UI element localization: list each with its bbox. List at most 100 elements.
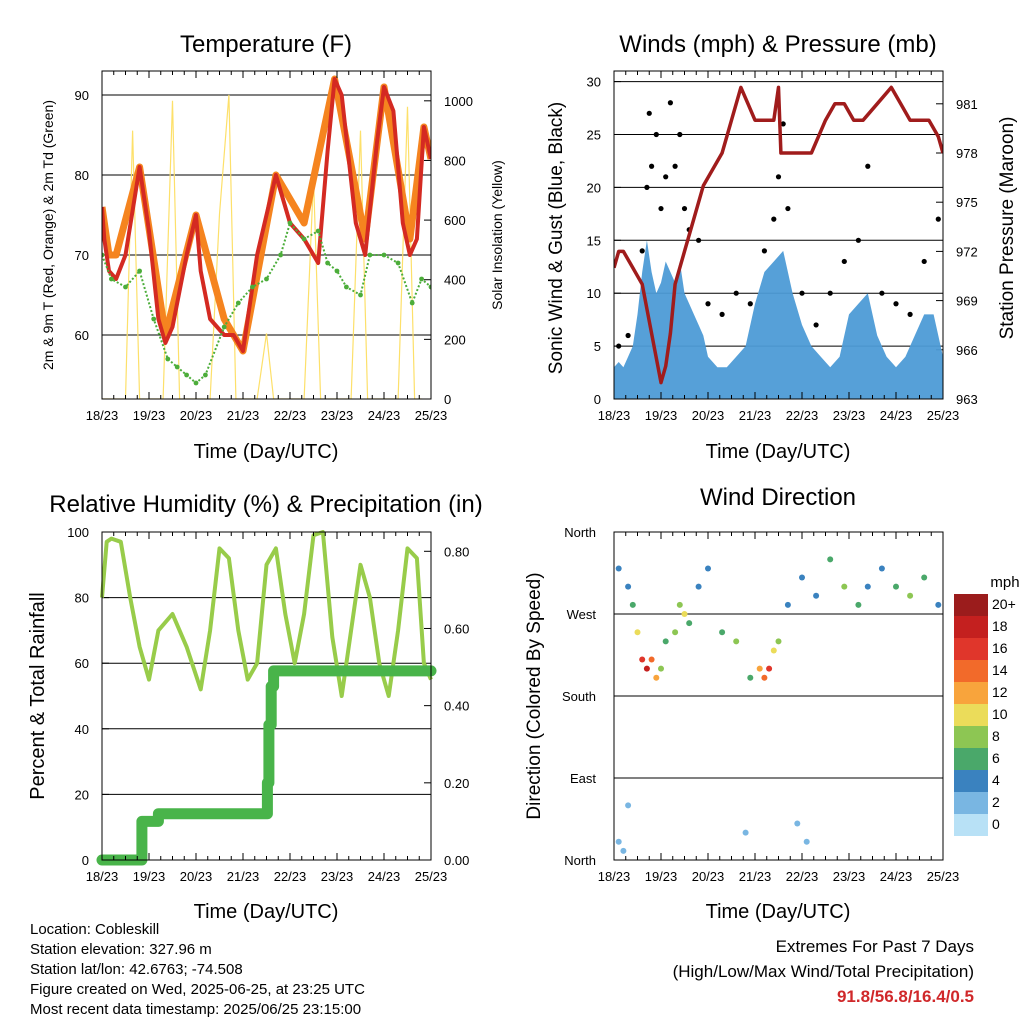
wind-direction-point [921, 574, 928, 581]
winds-y-right-tick-label: 975 [956, 195, 978, 210]
humidity-x-tick-label: 19/23 [133, 869, 166, 884]
wind-direction-point [827, 556, 834, 563]
wind-direction-point [653, 674, 660, 681]
gust-point [855, 237, 862, 243]
gust-point [827, 290, 833, 296]
winds-x-tick-label: 22/23 [786, 408, 819, 423]
humidity-x-tick-label: 22/23 [274, 869, 307, 884]
temperature-y-tick-label: 60 [75, 328, 89, 343]
temperature-x-tick-label: 25/23 [415, 408, 448, 423]
wind-direction-point [681, 611, 688, 617]
direction-xlabel: Time (Day/UTC) [706, 901, 851, 923]
gust-point [658, 205, 664, 212]
winds-y-tick-label: 15 [587, 233, 601, 248]
colorbar-label: 12 [992, 684, 1008, 700]
gust-point [785, 205, 791, 212]
most-recent-timestamp: Most recent data timestamp: 2025/06/25 2… [30, 1001, 362, 1018]
wind-direction-point [799, 574, 805, 581]
temperature-ylabel-right: Solar Insolation (Yellow) [489, 160, 505, 310]
direction-x-tick-label: 24/23 [880, 869, 913, 884]
direction-x-tick-label: 22/23 [786, 869, 819, 884]
direction-y-tick-label: North [564, 525, 596, 540]
wind-direction-point [634, 629, 641, 636]
gust-point [649, 163, 655, 169]
humidity-x-tick-label: 24/23 [368, 869, 401, 884]
gust-point [625, 332, 631, 339]
gust-point [935, 216, 941, 222]
wind-direction-point [705, 565, 711, 572]
colorbar-swatch [954, 616, 988, 638]
temperature-x-tick-label: 23/23 [321, 408, 354, 423]
winds-x-tick-label: 20/23 [692, 408, 725, 423]
wind-direction-point [855, 601, 862, 608]
temperature-y-tick-label: 90 [75, 88, 89, 103]
colorbar-label: 0 [992, 816, 1000, 832]
colorbar-label: 20+ [992, 596, 1016, 612]
colorbar-label: 18 [992, 618, 1008, 634]
winds-y-tick-label: 10 [587, 286, 601, 301]
wind-direction-point [813, 592, 820, 599]
direction-x-tick-label: 18/23 [598, 869, 631, 884]
gust-point [639, 248, 645, 254]
gust-point [705, 301, 711, 307]
direction-points-group [615, 556, 942, 854]
wind-direction-point [733, 638, 740, 645]
wind-direction-point [803, 838, 810, 845]
speed-colorbar-legend: mph 20+ 18 16 14 12 10 8 6 4 2 0 [954, 574, 1020, 836]
colorbar-swatch [954, 704, 988, 726]
winds-y-right-tick-label: 981 [956, 97, 978, 112]
wind-direction-point [770, 647, 777, 654]
wind-direction-point [794, 820, 801, 827]
direction-plot-frame [613, 531, 944, 861]
colorbar-label: 6 [992, 750, 1000, 766]
wind-direction-point [719, 629, 726, 636]
winds-x-tick-label: 18/23 [598, 408, 631, 423]
winds-plot: 0 5 10 15 20 25 30 963 966 969 972 975 978 981 18/23 19… [587, 70, 978, 423]
temperature-y-right-tick-label: 600 [444, 213, 466, 228]
temperature-y-right-tick-label: 0 [444, 392, 451, 407]
station-info: Location: Cobleskill Station elevation: … [30, 920, 365, 1020]
humidity-x-tick-label: 25/23 [415, 869, 448, 884]
gust-point [653, 131, 659, 138]
winds-ylabel-left: Sonic Wind & Gust (Blue, Black) [546, 102, 567, 374]
station-pressure-line [614, 85, 943, 385]
direction-panel-title: Wind Direction [700, 484, 856, 511]
humidity-y-right-tick-label: 0.40 [444, 699, 469, 714]
total-precipitation-line [96, 665, 437, 866]
temperature-series-group [102, 75, 431, 399]
wind-direction-point [629, 601, 636, 608]
humidity-y-tick-label: 80 [75, 591, 89, 606]
temperature-2m-line [102, 77, 431, 353]
humidity-y-tick-label: 0 [82, 853, 89, 868]
dewpoint-point [165, 356, 171, 362]
extremes-box: Extremes For Past 7 Days (High/Low/Max W… [673, 934, 974, 1009]
colorbar-label: 16 [992, 640, 1008, 656]
colorbar-swatch [954, 638, 988, 660]
wind-direction-point [625, 583, 632, 590]
wind-direction-point [625, 802, 632, 809]
gust-point [681, 205, 688, 212]
direction-x-tick-label: 20/23 [692, 869, 725, 884]
wind-direction-point [775, 638, 782, 645]
colorbar-swatch [954, 660, 988, 682]
gust-point [841, 258, 847, 265]
wind-direction-point [695, 583, 702, 590]
gust-point [865, 163, 871, 169]
winds-y-right-tick-label: 966 [956, 343, 978, 358]
temperature-y-right-tick-label: 800 [444, 153, 466, 168]
solar-insolation-line [102, 94, 422, 399]
colorbar-swatch [954, 748, 988, 770]
direction-x-tick-label: 25/23 [927, 869, 960, 884]
direction-y-tick-label: East [570, 771, 596, 786]
wind-direction-point [615, 838, 622, 845]
humidity-y-tick-label: 20 [75, 787, 89, 802]
gust-point [696, 237, 702, 243]
temperature-y-right-tick-label: 1000 [444, 94, 473, 109]
temperature-y-right-tick-label: 200 [444, 332, 466, 347]
wind-direction-point [615, 565, 622, 572]
direction-y-tick-label: North [564, 853, 596, 868]
winds-x-tick-label: 24/23 [880, 408, 913, 423]
wind-direction-point [658, 665, 664, 672]
wind-direction-point [662, 638, 669, 645]
gust-point [879, 290, 885, 296]
